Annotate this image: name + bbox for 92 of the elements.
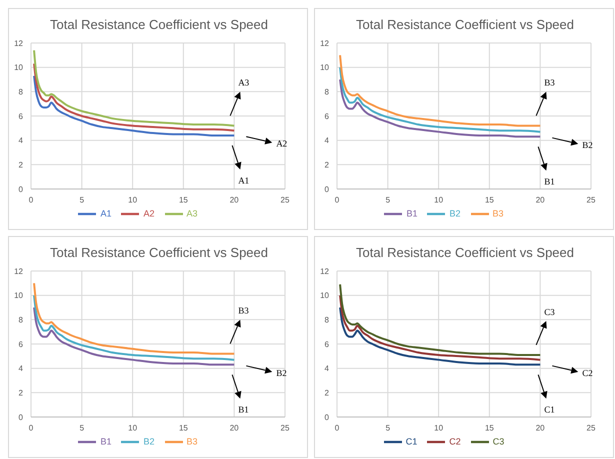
legend-label: B2 (143, 436, 154, 446)
legend-label: B1 (406, 208, 418, 218)
x-tick-label: 5 (386, 424, 391, 433)
y-tick-label: 0 (324, 184, 330, 194)
y-tick-label: 10 (14, 63, 24, 72)
y-tick-label: 4 (18, 136, 24, 146)
x-tick-label: 25 (586, 424, 596, 433)
x-tick-label: 5 (386, 196, 391, 205)
legend-label: C3 (492, 436, 504, 446)
annotation: A3 (238, 78, 250, 88)
legend-label: A3 (186, 208, 198, 218)
y-tick-label: 4 (324, 364, 330, 374)
line-series (339, 66, 542, 133)
x-tick-label: 25 (586, 196, 596, 205)
x-tick-label: 10 (434, 424, 444, 433)
y-tick-label: 2 (18, 388, 24, 398)
line-series (339, 306, 542, 366)
chart-title: Total Resistance Coefficient vs Speed (355, 17, 575, 32)
legend-label: C2 (449, 436, 461, 446)
x-tick-label: 20 (536, 424, 546, 433)
x-tick-label: 0 (334, 424, 340, 433)
y-tick-label: 6 (324, 340, 330, 349)
annotation: B2 (276, 368, 287, 378)
line-series (33, 62, 236, 132)
y-tick-label: 10 (320, 63, 330, 72)
y-tick-label: 6 (18, 340, 24, 349)
annotation: B1 (544, 176, 555, 187)
y-tick-label: 0 (18, 412, 24, 422)
y-tick-label: 6 (18, 112, 24, 121)
line-series (33, 49, 236, 127)
x-tick-label: 15 (484, 424, 494, 433)
y-tick-label: 2 (18, 160, 24, 170)
y-tick-label: 2 (324, 388, 330, 398)
annotation: C3 (544, 306, 556, 317)
y-tick-label: 12 (14, 266, 24, 276)
y-tick-label: 0 (18, 184, 24, 194)
x-tick-label: 10 (128, 196, 138, 205)
chart-title: Total Resistance Coefficient vs Speed (49, 17, 269, 32)
x-tick-label: 5 (80, 424, 85, 433)
x-tick-label: 15 (484, 196, 494, 205)
x-tick-label: 15 (178, 196, 188, 205)
legend-label: B2 (449, 208, 460, 218)
y-tick-label: 6 (324, 112, 330, 121)
x-tick-label: 15 (178, 424, 188, 433)
x-tick-label: 20 (230, 196, 240, 205)
y-tick-label: 2 (324, 160, 330, 170)
y-tick-label: 10 (14, 291, 24, 300)
x-tick-label: 25 (280, 196, 290, 205)
chart-title: Total Resistance Coefficient vs Speed (49, 245, 269, 260)
line-series (33, 294, 236, 361)
y-tick-label: 12 (14, 38, 24, 48)
y-tick-label: 10 (320, 291, 330, 300)
y-tick-label: 8 (324, 88, 330, 97)
line-series (339, 54, 542, 127)
legend-label: B3 (186, 436, 198, 446)
y-tick-label: 0 (324, 412, 330, 422)
y-tick-label: 4 (324, 136, 330, 146)
legend-label: A1 (100, 208, 112, 218)
x-tick-label: 20 (536, 196, 546, 205)
annotation: B3 (544, 78, 556, 88)
y-tick-label: 8 (18, 316, 24, 325)
line-series (339, 78, 542, 138)
y-tick-label: 8 (18, 88, 24, 97)
x-tick-label: 0 (334, 196, 340, 205)
legend-label: A2 (143, 208, 154, 218)
x-tick-label: 10 (434, 196, 444, 205)
x-tick-label: 25 (280, 424, 290, 433)
line-series (339, 294, 542, 361)
x-tick-label: 0 (28, 196, 34, 205)
annotation: A1 (238, 175, 250, 186)
x-tick-label: 5 (80, 196, 85, 205)
legend-label: B1 (100, 436, 112, 446)
annotation: A2 (276, 138, 288, 149)
y-tick-label: 8 (324, 316, 330, 325)
line-series (33, 282, 236, 355)
annotation: B2 (582, 140, 593, 150)
legend-label: C1 (406, 436, 418, 446)
annotation: B1 (238, 404, 249, 415)
annotation: C2 (582, 368, 593, 378)
annotation: C1 (544, 404, 555, 415)
line-series (33, 306, 236, 366)
annotation: B3 (238, 306, 250, 316)
x-tick-label: 0 (28, 424, 34, 433)
line-series (339, 283, 542, 356)
line-series (33, 74, 236, 136)
y-tick-label: 4 (18, 364, 24, 374)
legend-label: B3 (492, 208, 504, 218)
y-tick-label: 12 (320, 38, 330, 48)
x-tick-label: 10 (128, 424, 138, 433)
y-tick-label: 12 (320, 266, 330, 276)
x-tick-label: 20 (230, 424, 240, 433)
chart-title: Total Resistance Coefficient vs Speed (355, 245, 575, 260)
